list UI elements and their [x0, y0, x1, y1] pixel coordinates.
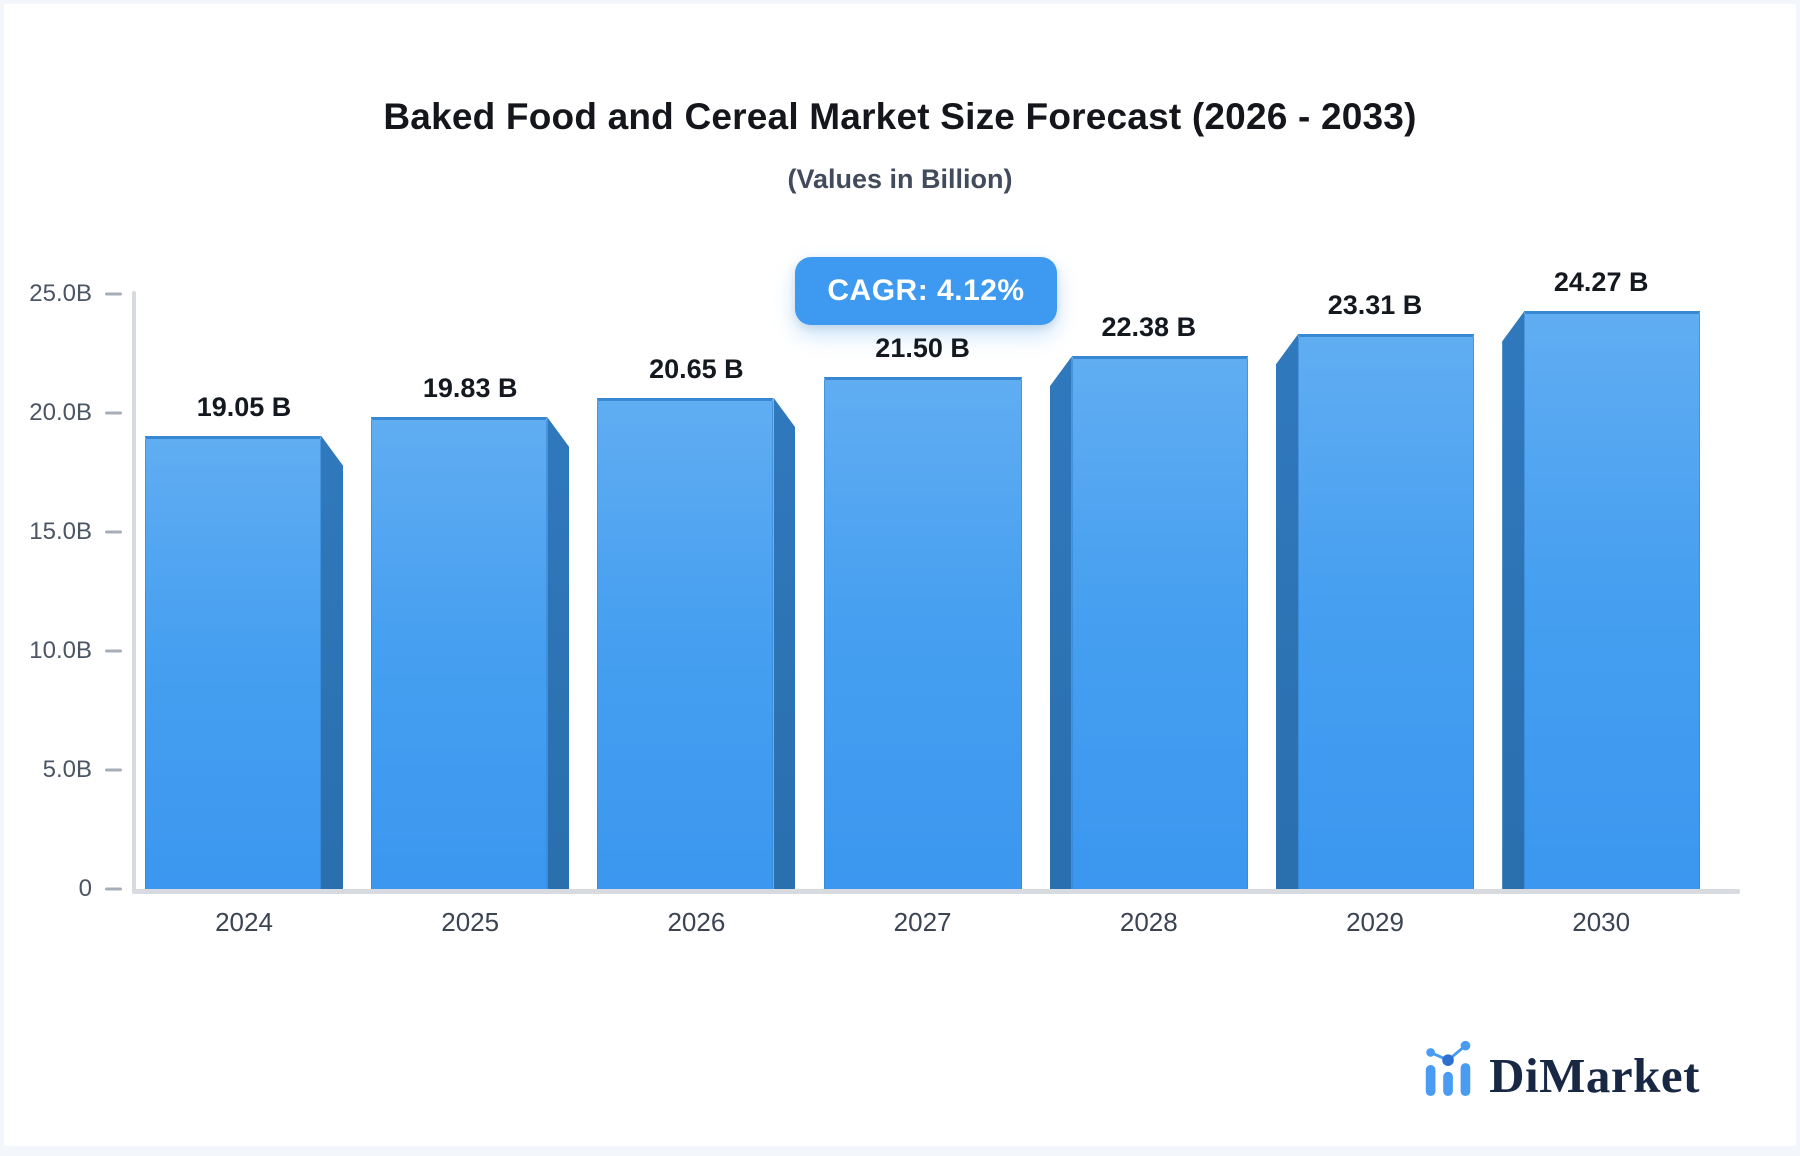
- bar-value-label: 19.05 B: [196, 391, 292, 422]
- bar-group: [1502, 311, 1701, 889]
- bar-side: [1049, 356, 1072, 889]
- bar-face: [1071, 356, 1248, 889]
- bar-face: [371, 417, 548, 889]
- y-axis-tick-label: 25.0B: [29, 280, 92, 307]
- y-axis-tick-label: 20.0B: [29, 399, 92, 426]
- bar-side: [1276, 334, 1298, 889]
- y-axis-tick-label: 5.0B: [42, 756, 92, 783]
- bar-group: [1049, 356, 1248, 889]
- x-axis-line: [132, 889, 1740, 894]
- y-axis-tick-mark: [105, 649, 122, 653]
- bar-side: [773, 397, 796, 889]
- bar-group: [371, 417, 570, 889]
- y-axis-tick-mark: [105, 530, 122, 534]
- bar-value-label: 19.83 B: [422, 373, 518, 404]
- y-axis-tick-mark: [105, 411, 122, 415]
- bar-value-label: 24.27 B: [1553, 267, 1649, 298]
- chart-title: Baked Food and Cereal Market Size Foreca…: [383, 96, 1417, 137]
- bar-value-label: 23.31 B: [1327, 290, 1423, 321]
- x-axis-label: 2027: [893, 907, 952, 937]
- bar-side: [547, 417, 570, 889]
- y-axis-line: [132, 291, 136, 893]
- x-axis-label: 2029: [1346, 907, 1404, 937]
- bar-value-label: 21.50 B: [875, 333, 970, 364]
- bar-side: [321, 435, 343, 889]
- y-axis-tick-mark: [105, 887, 122, 891]
- bar-side: [1502, 311, 1525, 889]
- bar-value-label: 20.65 B: [649, 353, 744, 384]
- bar-face: [597, 397, 774, 889]
- chart-subtitle: (Values in Billion): [787, 164, 1013, 194]
- y-axis-tick-label: 15.0B: [29, 518, 92, 545]
- y-axis-tick-label: 0: [78, 875, 92, 902]
- brand-name: DiMarket: [1489, 1048, 1700, 1103]
- bar-value-label: 22.38 B: [1101, 312, 1197, 343]
- x-axis-label: 2026: [667, 907, 726, 937]
- bar-face: [1298, 334, 1474, 889]
- bar-face: [823, 377, 1022, 889]
- x-axis-label: 2024: [215, 907, 273, 937]
- bar-group: [1276, 334, 1474, 889]
- x-axis-label: 2028: [1119, 907, 1178, 937]
- cagr-badge: CAGR: 4.12%: [795, 257, 1057, 325]
- bar-face: [145, 435, 321, 889]
- bar-group: [145, 435, 343, 889]
- bar-group: [597, 397, 796, 889]
- y-axis-tick-label: 10.0B: [29, 637, 92, 664]
- bar-chart-logo-icon: [1425, 1040, 1471, 1096]
- y-axis-tick-mark: [105, 292, 122, 296]
- bar-face: [1524, 311, 1701, 889]
- x-axis-label: 2030: [1572, 907, 1631, 937]
- bar-group: [823, 377, 1022, 889]
- x-axis-label: 2025: [441, 907, 500, 937]
- brand-logo: DiMarket: [1423, 1036, 1700, 1100]
- y-axis-tick-mark: [105, 768, 122, 772]
